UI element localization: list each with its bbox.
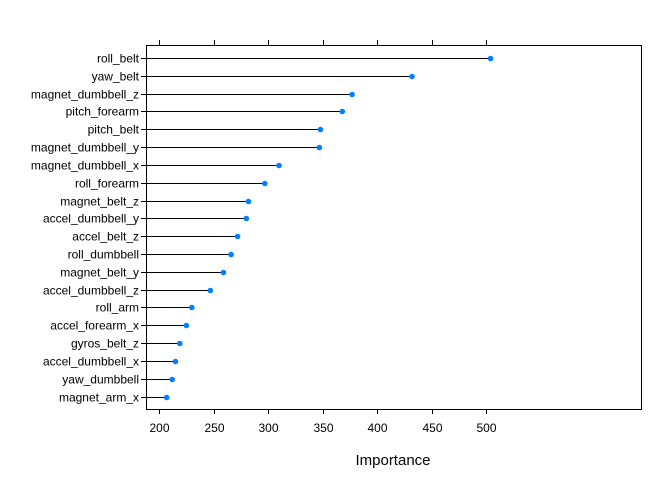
variable-label: yaw_dumbbell [62,373,139,387]
variable-label: magnet_belt_y [60,266,139,280]
variable-label: pitch_belt [88,123,140,137]
variable-label: gyros_belt_z [71,337,139,351]
lollipop-point [409,73,415,80]
lollipop-point [339,108,346,115]
variable-label: accel_forearm_x [50,319,139,333]
variable-labels: roll_belt yaw_belt magnet_dumbbell_z pitch_… [31,52,146,405]
lollipop-point [234,233,241,240]
top-axis-ticks [159,40,487,45]
variable-label: magnet_dumbbell_y [31,141,139,155]
variable-label: yaw_belt [92,70,140,84]
lollipop-point [316,144,323,151]
importance-lollipops [146,55,494,401]
x-tick-label: 250 [204,421,224,435]
variable-label: roll_belt [97,52,140,66]
lollipop-point [220,269,227,276]
lollipop-point [317,126,324,133]
lollipop-point [349,91,355,98]
x-tick-label: 500 [476,421,496,435]
variable-label: magnet_dumbbell_z [31,88,139,102]
lollipop-point [207,287,214,294]
variable-label: roll_forearm [75,177,139,191]
lollipop-point [487,55,494,62]
variable-label: accel_dumbbell_y [43,212,139,226]
lollipop-point [163,394,170,401]
variable-label: roll_dumbbell [68,248,139,262]
lollipop-point [172,358,179,365]
x-tick-label: 400 [367,421,387,435]
variable-label: accel_dumbbell_x [43,355,139,369]
variable-label: magnet_dumbbell_x [31,159,139,173]
lollipop-point [276,162,282,169]
lollipop-point [188,304,195,311]
lollipop-point [183,322,190,329]
x-tick-label: 350 [313,421,333,435]
variable-label: roll_arm [96,301,139,315]
lollipop-point [228,251,234,258]
lollipop-point [169,376,175,383]
lollipop-point [245,198,252,205]
lollipop-point [176,340,183,347]
x-tick-label: 200 [149,421,169,435]
lollipop-point [243,215,250,222]
variable-label: accel_dumbbell_z [43,284,139,298]
variable-label: magnet_arm_x [59,391,139,405]
variable-label: accel_belt_z [72,230,139,244]
variable-label: magnet_belt_z [60,195,139,209]
bottom-axis-ticks: 200 250 300 350 400 450 500 [149,409,497,435]
x-tick-label: 450 [422,421,442,435]
lollipop-point [262,180,268,187]
plot-frame [146,45,642,410]
x-axis-title: Importance [355,452,430,469]
x-tick-label: 300 [258,421,278,435]
variable-label: pitch_forearm [66,105,139,119]
